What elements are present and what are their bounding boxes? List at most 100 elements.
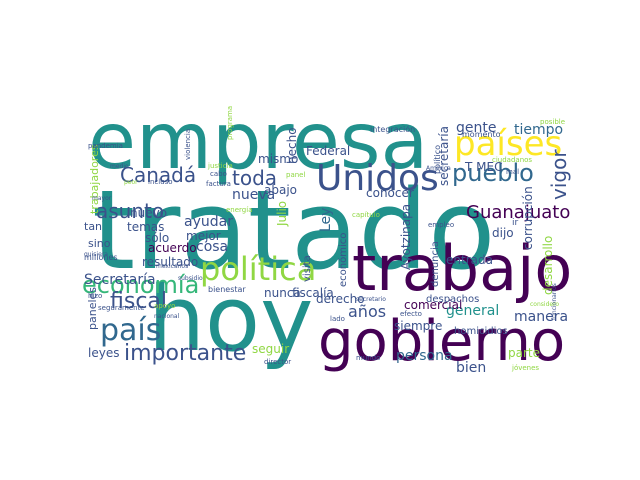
word-27: Ley: [318, 208, 334, 232]
word-8: países: [454, 124, 562, 164]
word-51: corrupción: [521, 186, 535, 250]
word-104: efecto: [400, 310, 422, 318]
word-67: paneles: [86, 287, 99, 330]
word-12: fiscal: [110, 289, 167, 314]
word-57: Julio: [275, 201, 289, 227]
word-4: trabajo: [352, 232, 572, 305]
word-99: quisiera: [84, 251, 108, 258]
word-31: resultado: [142, 255, 198, 269]
word-65: sino: [88, 237, 111, 250]
word-55: hecho: [285, 127, 299, 164]
word-66: millones: [84, 253, 118, 262]
word-7: Unidos: [316, 158, 439, 199]
word-75: integración: [370, 124, 415, 134]
word-25: persona: [396, 348, 453, 364]
word-10: pueblo: [452, 159, 534, 187]
word-35: temas: [127, 220, 164, 234]
word-9: país: [100, 313, 161, 348]
word-102: empleo: [428, 221, 454, 229]
word-13: importante: [124, 341, 246, 366]
word-30: acuerdo: [148, 241, 197, 255]
word-19: tiempo: [514, 122, 563, 138]
word-63: trabajadores: [88, 144, 101, 214]
word-48: abajo: [264, 183, 297, 197]
word-61: homicidios: [454, 326, 508, 337]
word-15: asunto: [96, 199, 164, 223]
word-23: general: [446, 303, 499, 319]
word-21: nueva: [232, 187, 275, 203]
word-2: hoy: [148, 267, 313, 372]
word-95: nacional: [154, 313, 180, 320]
word-69: mundo: [356, 354, 380, 362]
word-16: toda: [232, 166, 277, 190]
word-58: visita: [302, 255, 313, 282]
word-37: dijo: [492, 226, 514, 240]
word-49: conocer: [366, 186, 414, 200]
word-73: político: [433, 145, 442, 174]
word-77: mal: [506, 168, 519, 176]
word-45: seguir: [252, 342, 289, 356]
word-40: siempre: [394, 319, 442, 333]
word-54: secretaría: [437, 126, 451, 186]
word-78: posible: [540, 118, 565, 126]
word-62: despachos: [426, 294, 479, 305]
word-79: jóvenes: [511, 364, 539, 372]
word-41: nunca: [264, 286, 301, 300]
word-85: cabo: [210, 170, 227, 178]
word-91: peor: [124, 179, 138, 186]
word-74: momento: [462, 130, 501, 139]
word-87: panel: [286, 171, 305, 179]
word-24: manera: [514, 309, 568, 325]
word-11: economía: [82, 271, 199, 299]
word-70: director: [264, 358, 291, 366]
word-93: hizo: [88, 292, 102, 300]
word-38: derecho: [316, 292, 365, 306]
word-33: sólo: [145, 231, 169, 245]
word-52: desarrollo: [541, 236, 555, 295]
word-105: considero: [530, 301, 559, 308]
word-43: leyes: [88, 346, 119, 360]
word-14: Canadá: [120, 163, 196, 187]
word-26: bien: [456, 360, 486, 376]
word-56: T MEC: [464, 160, 502, 174]
word-17: vigor: [547, 149, 571, 200]
word-89: incluso: [148, 178, 173, 186]
word-81: pandemia: [88, 142, 123, 150]
word-1: tratado: [92, 166, 495, 294]
word-22: años: [348, 302, 386, 321]
word-20: gente: [456, 120, 496, 136]
word-47: mismo: [258, 152, 298, 166]
word-68: bienestar: [208, 285, 246, 294]
word-76: ciudadanos: [492, 156, 532, 164]
word-42: fiscalía: [292, 286, 334, 300]
word-80: funcionarios: [551, 283, 558, 320]
word-100: energía: [226, 206, 252, 214]
word-90: medio: [110, 163, 129, 170]
word-84: justicia: [207, 162, 233, 170]
word-59: económico: [337, 233, 349, 287]
word-97: apoyo: [154, 302, 175, 310]
word-83: programa: [226, 106, 234, 140]
word-3: empresa: [88, 97, 428, 187]
word-96: mexicanos: [156, 263, 188, 270]
word-88: América: [426, 165, 451, 172]
word-44: parte: [508, 346, 540, 360]
word-18: Guanajuato: [466, 202, 570, 223]
word-82: violencia: [184, 129, 192, 160]
word-39: comercial: [404, 298, 462, 312]
word-29: ayudar: [184, 214, 233, 230]
word-101: capítulo: [352, 211, 380, 219]
word-72: lado: [330, 315, 345, 323]
word-103: ir: [512, 218, 519, 228]
word-34: nuevo: [130, 206, 167, 220]
word-50: entrada: [446, 253, 493, 267]
word-5: gobierno: [318, 309, 565, 374]
word-71: secretario: [356, 296, 386, 303]
word-6: política: [200, 250, 316, 288]
word-28: cosa: [196, 239, 228, 255]
word-64: tan: [84, 220, 102, 233]
word-94: seguramente: [98, 304, 145, 312]
word-92: mayor: [92, 195, 112, 202]
word-32: Secretaría: [84, 272, 156, 288]
